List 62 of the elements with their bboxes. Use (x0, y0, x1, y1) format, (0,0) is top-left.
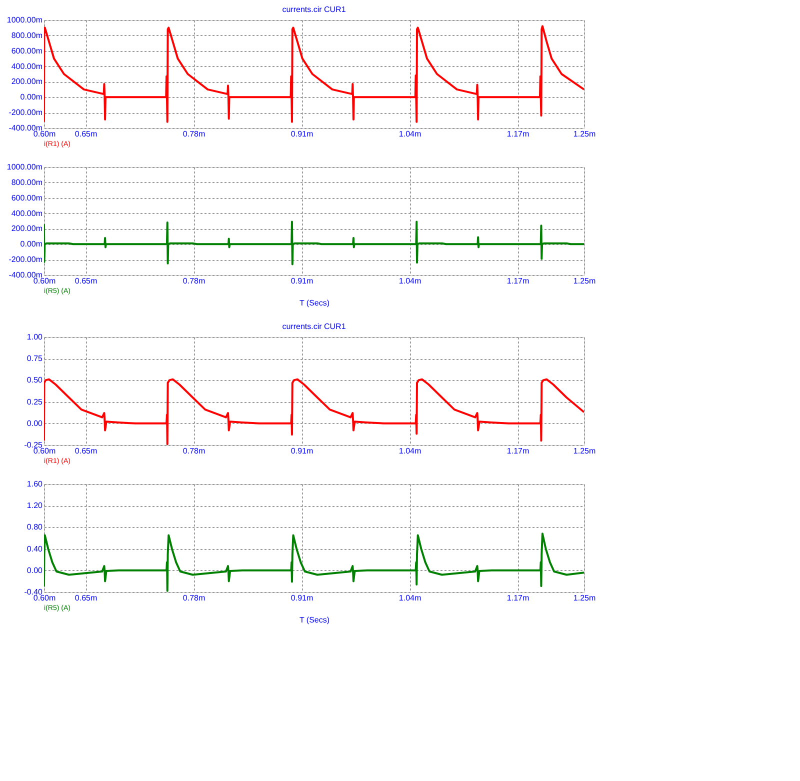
x-tick-label: 0.78m (182, 276, 206, 286)
x-tick-label: 0.91m (290, 276, 314, 286)
x-tick-label: 1.25m (573, 130, 596, 138)
x-tick-label: 1.04m (398, 130, 422, 138)
y-tick-label: 800.00m (11, 30, 43, 40)
x-tick-label: 0.60m (33, 130, 56, 138)
y-tick-label: 0.50 (26, 376, 44, 385)
x-tick-label: 0.91m (290, 130, 314, 138)
y-tick-label: 1.00 (26, 332, 44, 342)
y-tick-label: 1000.00m (6, 162, 43, 172)
y-tick-label: 0.00m (20, 92, 43, 102)
y-tick-label: -200.00m (8, 108, 43, 118)
y-tick-label: 1000.00m (6, 16, 43, 24)
y-tick-label: 0.00m (20, 240, 43, 249)
x-tick-label: 1.25m (573, 594, 596, 602)
y-tick-label: 0.80 (26, 522, 44, 532)
y-tick-label: 0.40 (26, 544, 44, 554)
x-tick-label: 0.78m (182, 446, 206, 456)
x-tick-label: 1.25m (573, 276, 596, 286)
x-tick-label: 1.04m (398, 276, 422, 286)
y-tick-label: 400.00m (11, 62, 43, 71)
y-tick-label: -400.00m (8, 270, 43, 280)
x-tick-label: 1.17m (506, 446, 530, 456)
x-tick-label: 0.91m (290, 594, 314, 602)
x-tick-label: 0.91m (290, 446, 314, 456)
chart-title: currents.cir CUR1 (282, 322, 346, 331)
y-tick-label: -400.00m (8, 124, 43, 132)
x-tick-label: 0.78m (182, 130, 206, 138)
x-tick-label: 1.25m (573, 446, 596, 456)
y-tick-label: 600.00m (11, 46, 43, 56)
x-tick-label: 0.65m (74, 446, 98, 456)
x-tick-label: 1.17m (506, 130, 530, 138)
y-tick-label: -0.40 (24, 588, 44, 596)
line-series (44, 25, 584, 123)
x-axis-title: T (Secs) (299, 298, 330, 308)
x-tick-label: 0.65m (74, 594, 98, 602)
x-tick-label: 0.65m (74, 276, 98, 286)
y-tick-label: 200.00m (11, 224, 43, 234)
y-tick-label: 0.75 (26, 354, 44, 364)
x-tick-label: 1.17m (506, 594, 530, 602)
y-tick-label: 1.60 (26, 480, 44, 488)
y-tick-label: -0.25 (24, 440, 44, 450)
x-tick-label: 1.17m (506, 276, 530, 286)
y-tick-label: 600.00m (11, 193, 43, 202)
y-tick-label: 0.00 (26, 418, 44, 428)
y-tick-label: 1.20 (26, 501, 44, 510)
y-tick-label: 400.00m (11, 208, 43, 218)
y-tick-label: -200.00m (8, 255, 43, 264)
x-tick-label: 1.04m (398, 446, 422, 456)
x-tick-label: 0.78m (182, 594, 206, 602)
x-tick-label: 0.60m (33, 276, 56, 286)
y-tick-label: 800.00m (11, 178, 43, 187)
y-tick-label: 0.25 (26, 397, 44, 406)
line-series (44, 220, 584, 266)
x-tick-label: 1.04m (398, 594, 422, 602)
x-tick-label: 0.60m (33, 594, 56, 602)
x-tick-label: 0.60m (33, 446, 56, 456)
y-tick-label: 200.00m (11, 77, 43, 86)
x-tick-label: 0.65m (74, 130, 98, 138)
x-axis-title: T (Secs) (299, 616, 330, 624)
chart-title: currents.cir CUR1 (282, 5, 346, 14)
y-tick-label: 0.00 (26, 566, 44, 575)
